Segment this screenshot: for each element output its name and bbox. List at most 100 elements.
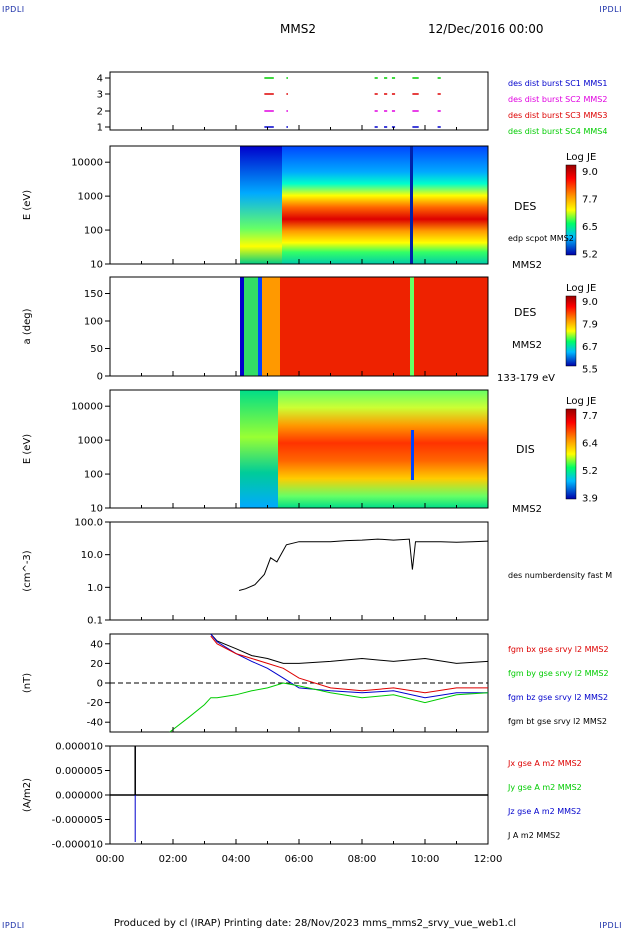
des-energy-label: DES: [514, 200, 536, 213]
corner-label-top-left: IPDLI: [2, 5, 25, 14]
current-ylabel: (A/m2): [22, 778, 33, 812]
des-energy-colorbar-tick-2: 6.5: [582, 222, 598, 233]
des-pitch-energy-band: 133-179 eV: [497, 373, 555, 384]
des-pitch-colorbar-tick-0: 9.0: [582, 297, 598, 308]
colorbar-des-pitch: [565, 295, 577, 367]
des-energy-overlay-label: edp scpot MMS2: [508, 234, 574, 243]
dis-energy-spectrogram: [240, 390, 488, 508]
density-tick-label-3: 100.0: [74, 518, 103, 529]
des-energy-colorbar-tick-3: 5.2: [582, 250, 598, 261]
multi-panel-plot: 1 2 3 4 des dist burst SC1 MMS1 des dist burs…: [22, 71, 612, 865]
current-tick-label-4: 0.000010: [55, 742, 103, 753]
bfield-legend-2: fgm bz gse srvy l2 MMS2: [508, 693, 608, 702]
bfield-series-by: [169, 682, 489, 733]
des-pitch-early-orange: [262, 277, 280, 376]
density-tick-label-1: 1.0: [87, 583, 103, 594]
burst-panel-frame: [109, 71, 489, 131]
density-panel-frame: [109, 521, 489, 621]
des-energy-dropout: [410, 146, 413, 264]
datetime-title: 12/Dec/2016 00:00: [428, 22, 544, 36]
des-energy-colorbar-title: Log JE: [566, 152, 596, 163]
des-pitch-spectrogram: [240, 277, 488, 376]
corner-label-top-right: IPDLI: [599, 5, 622, 14]
burst-legend-2: des dist burst SC2 MMS2: [508, 95, 607, 104]
des-pitch-tick-label-2: 100: [84, 317, 103, 328]
corner-label-bottom-right: IPDLI: [599, 921, 622, 930]
des-energy-tick-label-0: 10: [90, 260, 103, 271]
dis-energy-label: DIS: [516, 443, 535, 456]
des-pitch-colorbar-tick-2: 6.7: [582, 342, 598, 353]
density-tick-label-0: 0.1: [87, 616, 103, 627]
burst-tick-label-0: 1: [97, 123, 103, 134]
des-energy-tick-label-3: 10000: [71, 158, 103, 169]
burst-tick-label-1: 2: [97, 107, 103, 118]
burst-tick-label-3: 4: [97, 74, 103, 85]
dis-energy-early-region: [240, 390, 278, 508]
bfield-ylabel: (nT): [22, 673, 33, 693]
current-tick-label-0: -0.000010: [52, 840, 103, 851]
bfield-series-bt: [210, 633, 489, 664]
bfield-tick-label-2: 0: [97, 679, 103, 690]
dis-energy-tick-label-0: 10: [90, 504, 103, 515]
bfield-series-bz: [210, 633, 488, 699]
time-tick-label-3: 06:00: [285, 854, 314, 865]
dis-energy-colorbar-tick-0: 7.7: [582, 411, 598, 422]
des-pitch-tick-label-1: 50: [90, 344, 103, 355]
des-energy-early-region: [240, 146, 282, 264]
burst-legend-3: des dist burst SC3 MMS3: [508, 111, 607, 120]
colorbar-dis-energy: [565, 408, 577, 500]
time-tick-label-6: 12:00: [474, 854, 503, 865]
des-energy-colorbar-tick-0: 9.0: [582, 167, 598, 178]
dis-energy-colorbar-tick-2: 5.2: [582, 466, 598, 477]
bfield-tick-label-3: 20: [90, 659, 103, 670]
des-pitch-ylabel: a (deg): [22, 308, 33, 344]
current-tick-label-2: 0.000000: [55, 791, 103, 802]
bfield-series-bx: [210, 635, 488, 694]
des-pitch-dropout: [410, 277, 414, 376]
des-pitch-label: DES: [514, 306, 536, 319]
des-pitch-colorbar-tick-3: 5.5: [582, 365, 598, 376]
corner-label-bottom-left: IPDLI: [2, 921, 25, 930]
bfield-legend-3: fgm bt gse srvy l2 MMS2: [508, 717, 607, 726]
des-energy-sc-label: MMS2: [512, 260, 542, 271]
spacecraft-title: MMS2: [280, 22, 316, 36]
dis-energy-colorbar-tick-3: 3.9: [582, 494, 598, 505]
density-ylabel: (cm^-3): [22, 550, 33, 591]
time-tick-label-1: 02:00: [159, 854, 188, 865]
des-pitch-sc-label: MMS2: [512, 340, 542, 351]
colorbar-des-energy: [565, 164, 577, 256]
current-tick-label-1: -0.000005: [52, 815, 103, 826]
des-energy-tick-label-2: 1000: [78, 192, 103, 203]
bfield-tick-label-4: 40: [90, 639, 103, 650]
dis-energy-colorbar-tick-1: 6.4: [582, 439, 598, 450]
des-pitch-tick-label-0: 0: [97, 372, 103, 383]
time-tick-label-5: 10:00: [411, 854, 440, 865]
density-tick-label-2: 10.0: [81, 550, 103, 561]
burst-legend-4: des dist burst SC4 MMS4: [508, 127, 607, 136]
des-energy-ylabel: E (eV): [22, 190, 33, 220]
des-pitch-tick-label-3: 150: [84, 289, 103, 300]
des-pitch-colorbar-title: Log JE: [566, 283, 596, 294]
density-legend: des numberdensity fast M: [508, 571, 612, 580]
dis-energy-tick-label-1: 100: [84, 470, 103, 481]
bfield-legend-0: fgm bx gse srvy l2 MMS2: [508, 645, 609, 654]
dis-energy-dropout: [411, 430, 414, 480]
dis-energy-sc-label: MMS2: [512, 504, 542, 515]
dis-energy-tick-label-2: 1000: [78, 436, 103, 447]
current-legend-0: Jx gse A m2 MMS2: [507, 759, 582, 768]
bfield-legend-1: fgm by gse srvy l2 MMS2: [508, 669, 609, 678]
dis-energy-colorbar-title: Log JE: [566, 396, 596, 407]
time-tick-label-2: 04:00: [222, 854, 251, 865]
des-energy-tick-label-1: 100: [84, 226, 103, 237]
dis-energy-ylabel: E (eV): [22, 434, 33, 464]
des-pitch-colorbar-tick-1: 7.9: [582, 320, 598, 331]
des-pitch-early-green: [244, 277, 258, 376]
current-legend-2: Jz gse A m2 MMS2: [507, 807, 581, 816]
current-legend-1: Jy gse A m2 MMS2: [507, 783, 582, 792]
footer-credits: Produced by cl (IRAP) Printing date: 28/…: [113, 918, 517, 929]
dis-energy-tick-label-3: 10000: [71, 402, 103, 413]
bfield-tick-label-1: -20: [87, 698, 103, 709]
burst-tick-label-2: 3: [97, 90, 103, 101]
des-pitch-early-blue: [240, 277, 244, 376]
des-energy-colorbar-tick-1: 7.7: [582, 195, 598, 206]
